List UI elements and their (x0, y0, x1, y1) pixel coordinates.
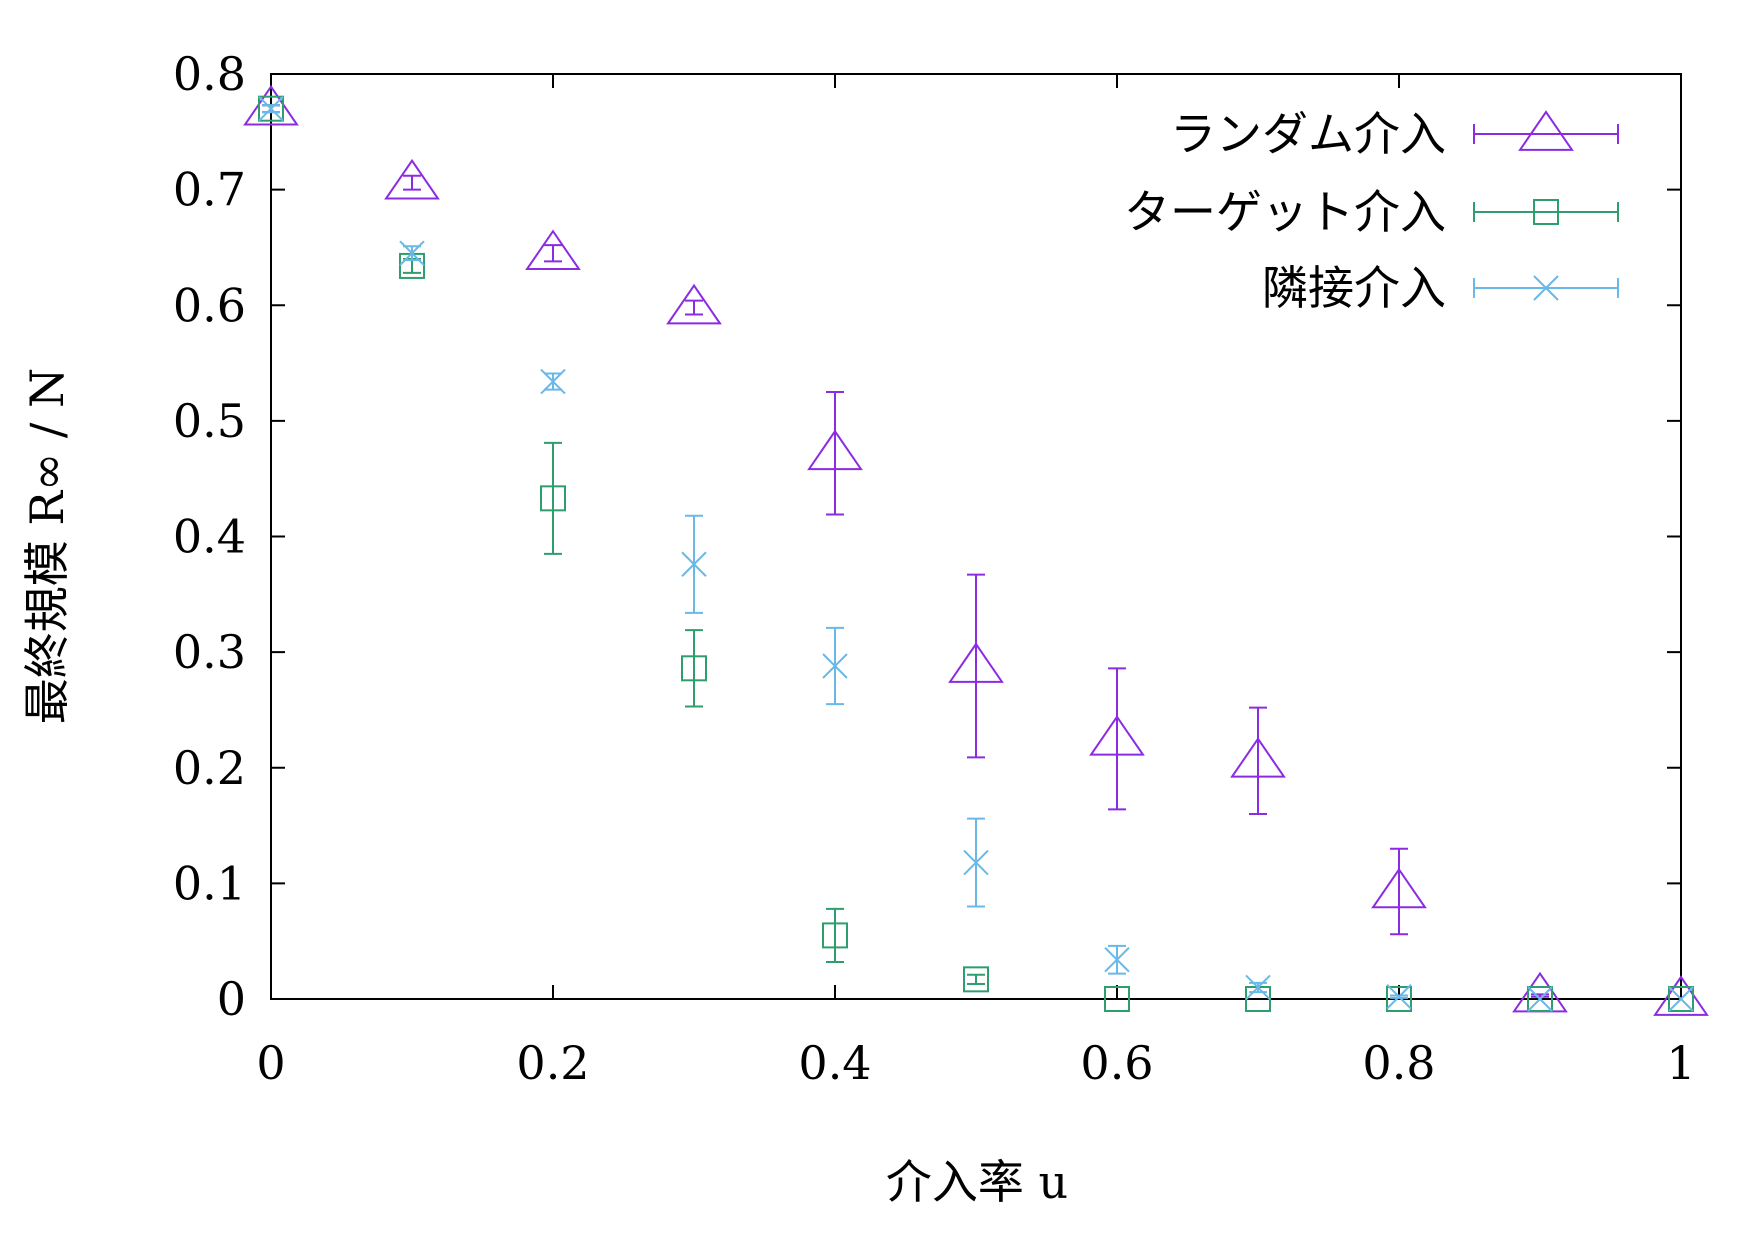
series-triangle (243, 84, 1709, 1016)
data-point (1245, 974, 1271, 1001)
data-point (1668, 986, 1694, 1012)
y-tick-label: 0.3 (173, 625, 246, 679)
y-tick-label: 0 (217, 972, 246, 1026)
data-point (258, 95, 284, 122)
x-tick-label: 1 (1666, 1036, 1695, 1090)
x-axis-label: 介入率 u (886, 1155, 1068, 1209)
x-tick-label: 0.8 (1362, 1036, 1435, 1090)
data-point (540, 485, 566, 512)
data-point (1386, 983, 1412, 1010)
legend-marker (1518, 110, 1574, 151)
legend-label: ターゲット介入 (1124, 185, 1446, 239)
x-tick-label: 0 (256, 1036, 285, 1090)
legend-label: 隣接介入 (1262, 261, 1446, 315)
data-point (1512, 971, 1568, 1013)
data-point (681, 551, 707, 577)
data-point (1386, 986, 1412, 1012)
data-point (666, 283, 722, 325)
data-point (1668, 986, 1694, 1012)
axis-ticks: 0 0.2 0.4 0.6 0.8 1 0 0.1 0.2 0.3 0.4 0.5 0.6 0.7 0.8 (173, 47, 1696, 1090)
y-tick-label: 0.2 (173, 741, 246, 795)
y-tick-label: 0.7 (173, 163, 246, 217)
x-tick-label: 0.6 (1080, 1036, 1153, 1090)
data-point (963, 849, 989, 876)
data-point (1104, 986, 1130, 1012)
y-tick-label: 0.5 (173, 394, 246, 448)
data-point (948, 642, 1004, 683)
data-point (681, 655, 707, 682)
legend-label: ランダム介入 (1170, 107, 1446, 161)
data-point (1104, 946, 1130, 973)
data-point (1230, 737, 1286, 778)
y-tick-label: 0.4 (173, 510, 246, 564)
data-point (807, 429, 863, 471)
data-point (1089, 715, 1145, 756)
data-point (822, 653, 848, 679)
legend-marker (1533, 199, 1559, 225)
data-point (822, 922, 848, 949)
series-x (258, 95, 1694, 1012)
x-tick-label: 0.2 (516, 1036, 589, 1090)
y-tick-label: 0.8 (173, 47, 246, 101)
y-tick-label: 0.1 (173, 856, 246, 910)
data-point (258, 95, 284, 122)
data-point (384, 158, 440, 200)
series-layer (243, 84, 1709, 1016)
y-tick-label: 0.6 (173, 278, 246, 332)
data-point (1371, 867, 1427, 909)
y-axis-label: 最終規模 R∞ / N (20, 368, 74, 725)
data-point (1527, 986, 1553, 1012)
x-tick-label: 0.4 (798, 1036, 871, 1090)
data-point (399, 240, 425, 266)
data-point (963, 966, 989, 993)
data-point (525, 229, 581, 271)
data-point (540, 368, 566, 395)
data-point (1527, 986, 1553, 1012)
legend-marker (1533, 275, 1559, 301)
